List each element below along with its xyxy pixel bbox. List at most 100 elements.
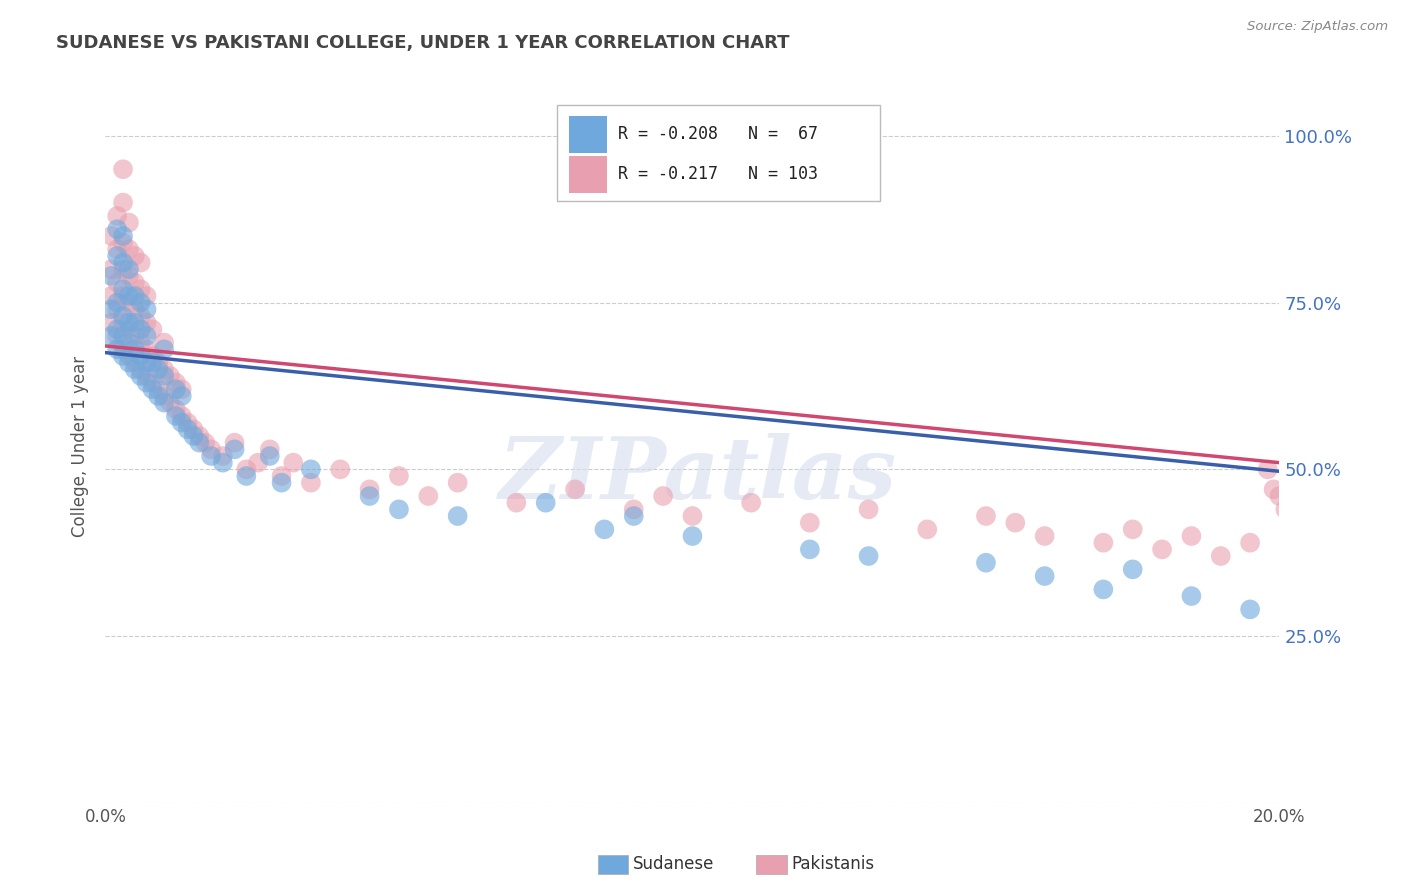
Point [153, 362, 176, 376]
Point [1279, 516, 1302, 530]
Bar [569, 155, 607, 193]
Point [858, 502, 880, 516]
Point [1180, 589, 1202, 603]
Point [1257, 462, 1279, 476]
Point [105, 322, 128, 336]
Point [118, 349, 141, 363]
Point [129, 282, 152, 296]
Point [188, 429, 211, 443]
Point [388, 469, 411, 483]
Point [129, 295, 152, 310]
Point [148, 362, 170, 376]
Point [1263, 483, 1285, 497]
Point [1298, 556, 1320, 570]
Point [593, 522, 616, 536]
Point [974, 509, 997, 524]
Point [1315, 596, 1337, 610]
Point [170, 389, 193, 403]
Point [858, 549, 880, 563]
Point [165, 382, 187, 396]
Point [1286, 529, 1309, 543]
Point [135, 302, 157, 317]
Point [170, 409, 193, 423]
Point [118, 356, 141, 370]
Point [1239, 535, 1261, 549]
Point [141, 322, 163, 336]
Point [129, 322, 152, 336]
Point [112, 235, 135, 250]
Point [183, 422, 205, 436]
Point [112, 255, 135, 269]
Point [1309, 582, 1331, 597]
Text: Pakistanis: Pakistanis [792, 855, 875, 873]
Point [129, 335, 152, 350]
Point [329, 462, 352, 476]
Point [118, 289, 141, 303]
Point [124, 249, 146, 263]
Point [105, 209, 128, 223]
Point [1092, 535, 1115, 549]
Point [100, 228, 122, 243]
Point [235, 462, 257, 476]
FancyBboxPatch shape [557, 105, 880, 202]
Point [359, 483, 381, 497]
Point [118, 268, 141, 283]
Point [1303, 569, 1326, 583]
Point [388, 502, 411, 516]
Text: Source: ZipAtlas.com: Source: ZipAtlas.com [1247, 20, 1388, 33]
Point [153, 368, 176, 383]
Point [124, 343, 146, 357]
Point [153, 335, 176, 350]
Point [259, 449, 281, 463]
Point [1122, 522, 1144, 536]
Point [105, 343, 128, 357]
Point [118, 322, 141, 336]
Point [105, 242, 128, 256]
Point [124, 289, 146, 303]
Point [359, 489, 381, 503]
Point [112, 282, 135, 296]
Point [183, 429, 205, 443]
Text: SUDANESE VS PAKISTANI COLLEGE, UNDER 1 YEAR CORRELATION CHART: SUDANESE VS PAKISTANI COLLEGE, UNDER 1 Y… [56, 34, 790, 52]
Point [623, 502, 645, 516]
Point [124, 302, 146, 317]
Point [1268, 489, 1291, 503]
Point [235, 469, 257, 483]
Point [112, 329, 135, 343]
Point [200, 449, 222, 463]
Point [135, 329, 157, 343]
Point [105, 302, 128, 317]
Point [124, 329, 146, 343]
Point [105, 276, 128, 290]
Point [135, 368, 157, 383]
Point [112, 309, 135, 323]
Point [124, 362, 146, 376]
Text: Sudanese: Sudanese [633, 855, 714, 873]
Point [148, 382, 170, 396]
Point [1209, 549, 1232, 563]
Point [418, 489, 440, 503]
Point [118, 316, 141, 330]
Point [270, 469, 292, 483]
Point [623, 509, 645, 524]
Point [129, 309, 152, 323]
Point [299, 475, 322, 490]
Point [124, 356, 146, 370]
Point [652, 489, 675, 503]
Point [135, 376, 157, 390]
Point [165, 402, 187, 417]
Point [1239, 602, 1261, 616]
Point [129, 362, 152, 376]
Text: R = -0.217   N = 103: R = -0.217 N = 103 [619, 165, 818, 183]
Point [1322, 609, 1344, 624]
Point [112, 162, 135, 177]
Point [224, 442, 246, 457]
Point [112, 228, 135, 243]
Point [159, 395, 181, 409]
Point [135, 356, 157, 370]
Point [534, 496, 557, 510]
Text: R = -0.208   N =  67: R = -0.208 N = 67 [619, 125, 818, 143]
Point [118, 295, 141, 310]
Point [211, 456, 233, 470]
Point [170, 382, 193, 396]
